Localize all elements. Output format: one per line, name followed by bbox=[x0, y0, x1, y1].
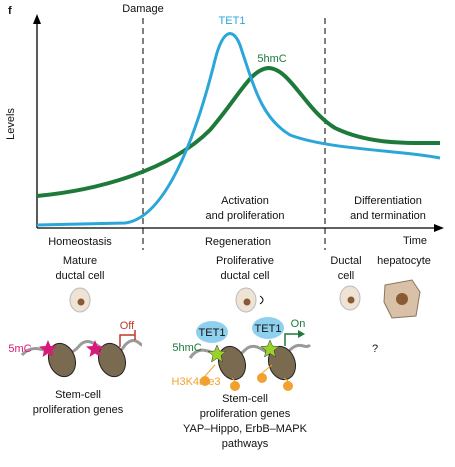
cell-label: cell bbox=[338, 270, 355, 282]
tet1-label: TET1 bbox=[219, 15, 246, 27]
hmc-label: 5hmC bbox=[257, 53, 286, 65]
phase-label: and termination bbox=[350, 210, 426, 222]
y-arrow bbox=[33, 14, 41, 24]
enzyme-label: TET1 bbox=[255, 323, 282, 335]
damage-label: Damage bbox=[122, 3, 164, 15]
phase-label: Differentiation bbox=[354, 195, 422, 207]
hmc-curve bbox=[36, 65, 441, 198]
cell-label: hepatocyte bbox=[377, 255, 431, 267]
state-label: Off bbox=[120, 320, 135, 332]
middle-chromatin bbox=[188, 317, 312, 391]
state-label: On bbox=[291, 318, 306, 330]
cell-label: Proliferative bbox=[216, 255, 274, 267]
phase-label: Activation bbox=[221, 195, 269, 207]
unknown-label: ? bbox=[372, 343, 378, 355]
caption: pathways bbox=[222, 438, 269, 450]
stage-label: Homeostasis bbox=[48, 236, 112, 248]
mark-label: 5hmC bbox=[172, 342, 201, 354]
mark-label: 5mC bbox=[8, 343, 31, 355]
caption: proliferation genes bbox=[33, 404, 124, 416]
enzyme-label: TET1 bbox=[199, 327, 226, 339]
cell-label: ductal cell bbox=[221, 270, 270, 282]
caption: proliferation genes bbox=[200, 408, 291, 420]
phase-label: and proliferation bbox=[206, 210, 285, 222]
stage-label: Regeneration bbox=[205, 236, 271, 248]
caption: YAP–Hippo, ErbB–MAPK bbox=[183, 423, 308, 435]
y-axis-label: Levels bbox=[5, 108, 17, 140]
cell-label: Mature bbox=[63, 255, 97, 267]
x-axis-label: Time bbox=[403, 235, 427, 247]
histone-label: H3K4me3 bbox=[172, 376, 221, 388]
tet1-curve bbox=[36, 32, 441, 227]
x-arrow bbox=[434, 224, 444, 232]
cell-label: Ductal bbox=[330, 255, 361, 267]
cells bbox=[69, 279, 421, 319]
cell-label: ductal cell bbox=[56, 270, 105, 282]
caption: Stem-cell bbox=[222, 393, 268, 405]
panel-letter: f bbox=[8, 5, 12, 17]
left-chromatin bbox=[20, 330, 143, 378]
caption: Stem-cell bbox=[55, 389, 101, 401]
